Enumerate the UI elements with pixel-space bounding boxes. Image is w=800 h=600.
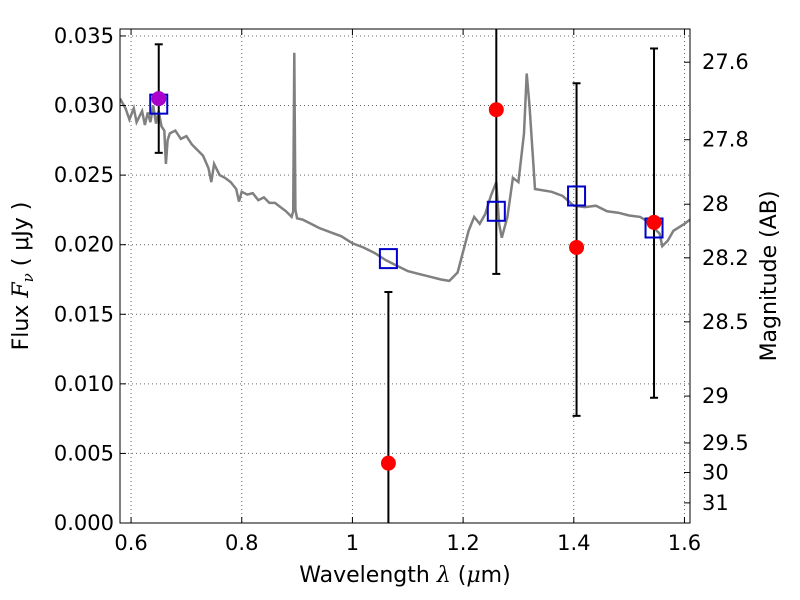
y2-tick-label: 29.5 xyxy=(702,431,749,455)
y2-tick-label: 30 xyxy=(702,460,729,484)
observed-special-point xyxy=(151,91,167,107)
model-spectrum xyxy=(120,52,690,283)
y-tick-label: 0.010 xyxy=(54,372,114,396)
observed-point xyxy=(569,239,585,255)
data-points xyxy=(149,91,664,471)
model-band-square xyxy=(567,185,587,207)
y2-tick-label: 28.2 xyxy=(702,246,749,270)
y-tick-label: 0.030 xyxy=(54,94,114,118)
model-band-square xyxy=(486,200,506,222)
y2-tick-label: 29 xyxy=(702,384,729,408)
y2-axis-label: Magnitude (AB) xyxy=(757,191,782,362)
observed-point xyxy=(488,102,504,118)
y2-tick-label: 28.5 xyxy=(702,310,749,334)
y-tick-label: 0.005 xyxy=(54,441,114,465)
model-spectrum-line xyxy=(120,52,690,283)
x-tick-label: 0.6 xyxy=(114,531,147,555)
y-tick-label: 0.035 xyxy=(54,24,114,48)
y2-tick-label: 27.8 xyxy=(702,128,749,152)
axis-ticks: 0.8 1 1.2 1.4 1.6 0.60.000 0.005 0.010 0.015 0.02… xyxy=(54,24,749,555)
y2-tick-label: 31 xyxy=(702,491,729,515)
observed-point xyxy=(380,455,396,471)
model-band-square xyxy=(378,248,398,270)
x-tick-label: 1 xyxy=(346,531,359,555)
x-tick-label: 1.4 xyxy=(557,531,590,555)
y-tick-label: 0.020 xyxy=(54,233,114,257)
y2-tick-label: 28 xyxy=(702,192,729,216)
x-tick-label: 0.8 xyxy=(225,531,258,555)
plot-frame xyxy=(119,28,691,524)
y-tick-label: 0.015 xyxy=(54,302,114,326)
x-tick-label: 1.2 xyxy=(446,531,479,555)
x-axis-label: Wavelength λ (μm) xyxy=(299,563,510,588)
y2-tick-label: 27.6 xyxy=(702,50,749,74)
x-tick-label: 1.6 xyxy=(668,531,701,555)
error-bars xyxy=(154,29,659,523)
y-tick-label: 0.025 xyxy=(54,163,114,187)
y-axis-label: Flux Fν ( μJy ) xyxy=(9,202,37,351)
observed-point xyxy=(646,214,662,230)
y-tick-label: 0.000 xyxy=(54,511,114,535)
grid-lines xyxy=(120,29,690,524)
